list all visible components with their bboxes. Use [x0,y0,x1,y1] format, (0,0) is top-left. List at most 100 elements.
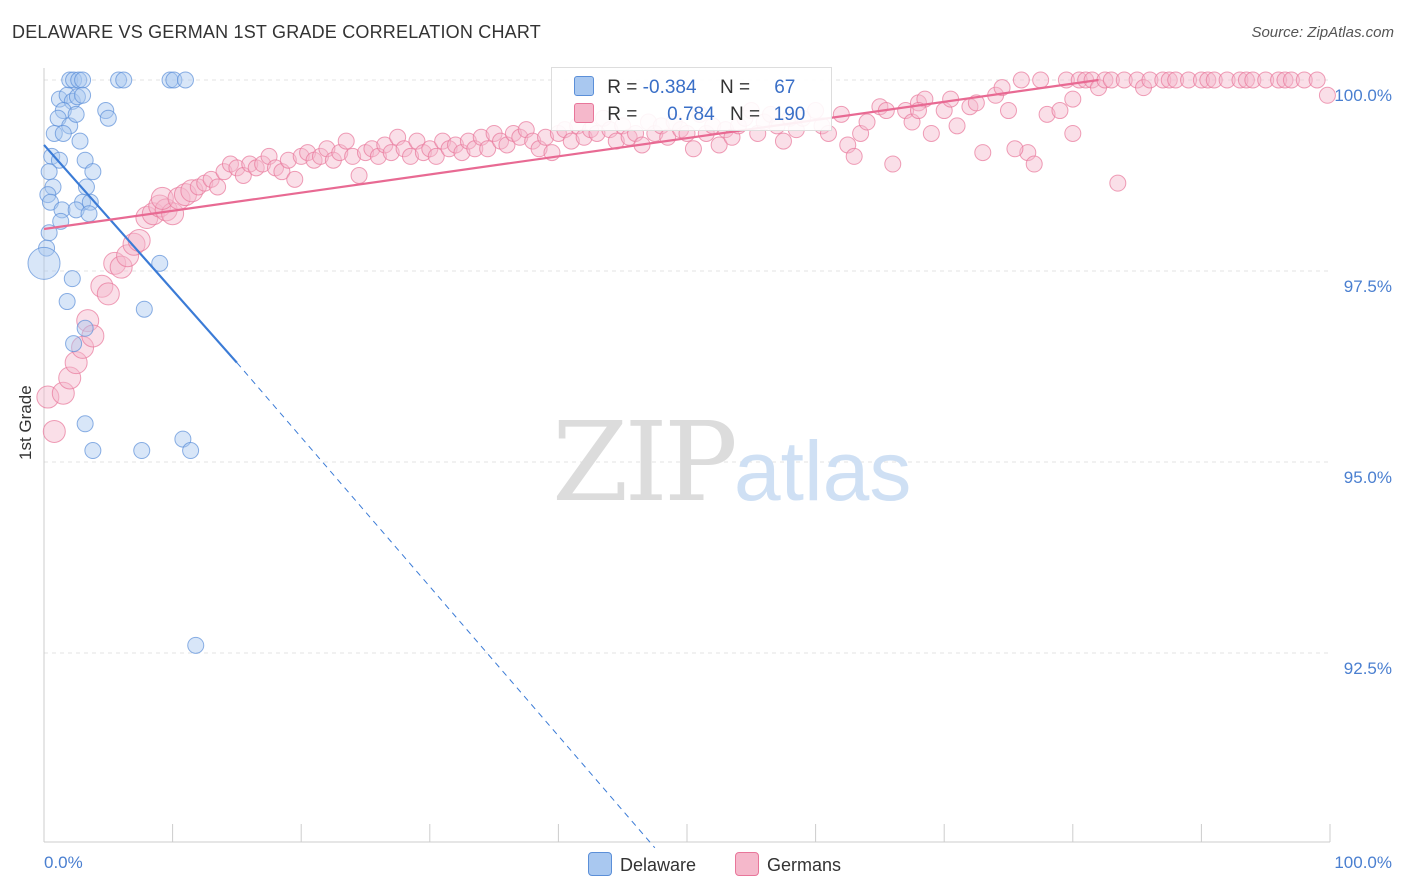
germans-point-12 [116,244,140,268]
y-tick-label: 100.0% [1334,86,1392,105]
germans-point-159 [1115,71,1133,89]
delaware-point-40 [27,246,61,280]
germans-point-1 [42,419,66,443]
germans-point-0 [36,385,60,409]
delaware-point-6 [161,71,179,89]
germans-point-129 [884,155,902,173]
delaware-point-36 [80,205,98,223]
watermark-zip: ZIP [552,398,738,526]
germans-legend-swatch [735,852,759,876]
delaware-points [27,71,205,654]
y-tick-label: 92.5% [1343,659,1392,678]
delaware-point-47 [76,415,94,433]
germans-point-61 [427,147,445,165]
y-tick-label: 95.0% [1343,468,1392,487]
germans-point-166 [1180,71,1198,89]
germans-point-149 [1051,102,1069,120]
r-label: R = [607,77,638,98]
delaware-swatch [574,76,594,96]
watermark: ZIPatlas [552,398,911,526]
delaware-point-3 [74,71,92,89]
germans-point-180 [1318,86,1336,104]
germans-point-27 [209,178,227,196]
germans-n-value: 190 [773,104,806,125]
germans-point-148 [1038,105,1056,123]
x-tick-min: 0.0% [44,853,83,872]
germans-point-20 [150,186,174,210]
germans-point-147 [1032,71,1050,89]
chart-title: DELAWARE VS GERMAN 1ST GRADE CORRELATION… [12,22,541,42]
y-axis-label: 1st Grade [16,385,35,460]
germans-point-170 [1218,71,1236,89]
germans-point-126 [858,113,876,131]
germans-point-163 [1154,71,1172,89]
germans-point-54 [382,144,400,162]
watermark-atlas: atlas [733,424,912,518]
germans-point-57 [402,147,420,165]
germans-point-2 [51,381,75,405]
delaware-point-1 [65,71,83,89]
germans-point-10 [103,251,127,275]
delaware-point-52 [187,636,205,654]
germans-point-8 [90,274,114,298]
delaware-point-46 [65,335,83,353]
delaware-r-value: -0.384 [642,77,697,98]
delaware-legend-swatch [588,852,612,876]
delaware-point-8 [176,71,194,89]
delaware-point-43 [58,293,76,311]
delaware-point-7 [165,71,183,89]
germans-point-168 [1199,71,1217,89]
stats-legend: R = -0.384 N = 67 R = 0.784 N = 190 [551,67,832,131]
germans-point-115 [774,132,792,150]
delaware-point-11 [63,92,81,110]
germans-point-182 [1006,140,1024,158]
delaware-point-27 [84,163,102,181]
delaware-point-44 [135,300,153,318]
germans-point-11 [109,255,133,279]
delaware-point-42 [63,270,81,288]
germans-point-137 [948,117,966,135]
legend-row-germans: R = 0.784 N = 190 [574,103,805,126]
germans-point-144 [1012,71,1030,89]
germans-point-3 [58,366,82,390]
germans-point-101 [684,140,702,158]
germans-point-171 [1231,71,1249,89]
germans-point-173 [1244,71,1262,89]
germans-point-122 [832,105,850,123]
germans-point-175 [1270,71,1288,89]
germans-point-9 [96,282,120,306]
delaware-trend-line [43,144,238,364]
legend-item-germans[interactable]: Germans [735,852,841,876]
delaware-point-51 [182,442,200,460]
delaware-point-49 [133,442,151,460]
germans-point-82 [562,132,580,150]
germans-r-value: 0.784 [667,104,715,125]
delaware-point-48 [84,442,102,460]
germans-point-178 [1295,71,1313,89]
x-tick-max: 100.0% [1334,853,1392,872]
germans-point-38 [279,151,297,169]
germans-point-146 [1025,155,1043,173]
delaware-n-value: 67 [774,77,796,98]
germans-swatch [574,103,594,123]
y-tick-label: 97.5% [1343,277,1392,296]
delaware-point-22 [71,132,89,150]
delaware-point-5 [115,71,133,89]
germans-point-48 [344,147,362,165]
germans-point-105 [710,136,728,154]
germans-point-134 [922,124,940,142]
n-label: N = [729,104,761,125]
germans-point-142 [993,79,1011,97]
delaware-point-35 [67,201,85,219]
legend-item-delaware[interactable]: Delaware [588,852,696,876]
delaware-point-13 [74,86,92,104]
germans-point-124 [845,147,863,165]
legend-row-delaware: R = -0.384 N = 67 [574,76,795,99]
r-label: R = [607,104,638,125]
germans-point-39 [286,170,304,188]
delaware-point-26 [40,163,58,181]
germans-legend-label: Germans [767,855,842,875]
delaware-point-4 [110,71,128,89]
delaware-legend-label: Delaware [620,855,697,875]
delaware-point-21 [54,124,72,142]
